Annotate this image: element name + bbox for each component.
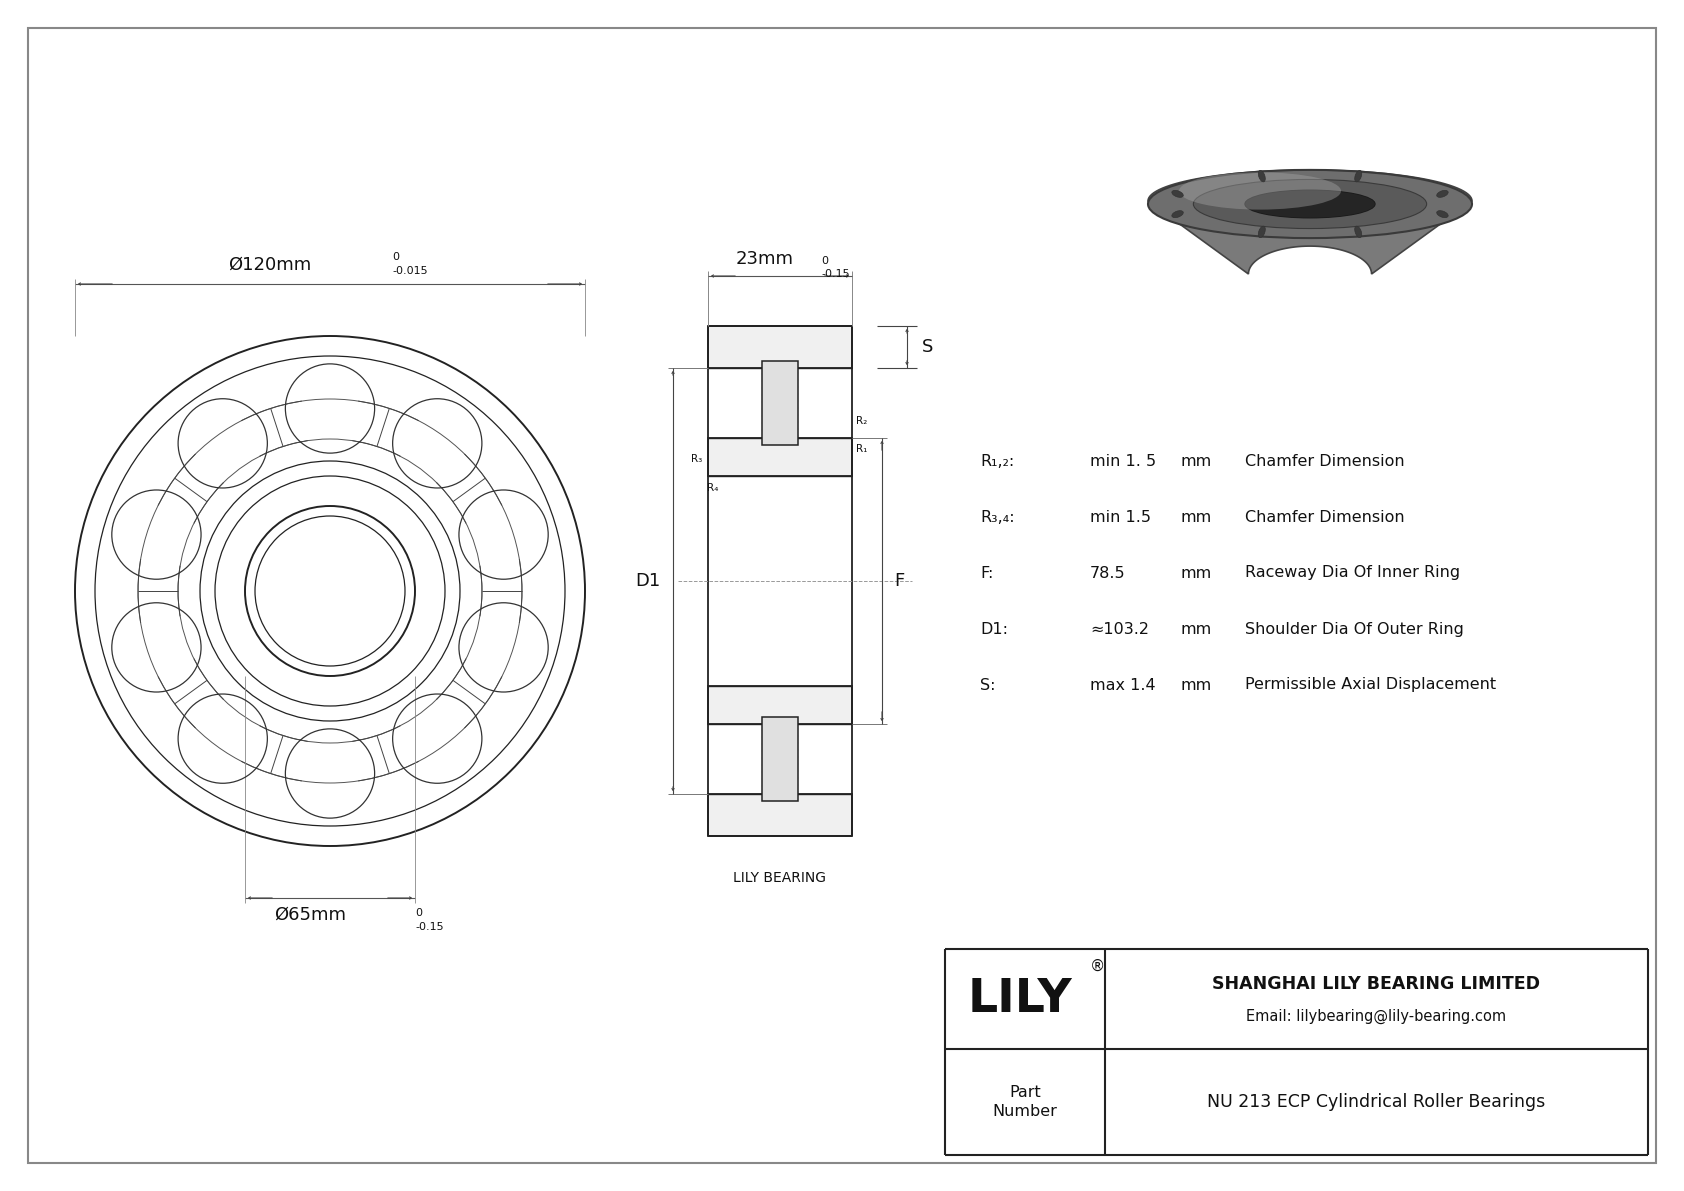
Text: SHANGHAI LILY BEARING LIMITED: SHANGHAI LILY BEARING LIMITED [1212, 975, 1541, 993]
Text: R₂: R₂ [855, 416, 867, 426]
Text: mm: mm [1180, 510, 1211, 524]
Text: NU 213 ECP Cylindrical Roller Bearings: NU 213 ECP Cylindrical Roller Bearings [1207, 1093, 1546, 1111]
Text: -0.15: -0.15 [822, 269, 850, 279]
Polygon shape [707, 686, 852, 724]
Text: ≈103.2: ≈103.2 [1090, 622, 1148, 636]
Text: F:: F: [980, 566, 994, 580]
Text: mm: mm [1180, 622, 1211, 636]
Text: R₃,₄:: R₃,₄: [980, 510, 1015, 524]
Text: -0.015: -0.015 [392, 266, 428, 276]
Text: F: F [894, 572, 904, 590]
Ellipse shape [1148, 170, 1472, 238]
Polygon shape [761, 717, 798, 802]
Ellipse shape [1436, 211, 1448, 218]
Text: 78.5: 78.5 [1090, 566, 1125, 580]
Text: Chamfer Dimension: Chamfer Dimension [1244, 510, 1404, 524]
Polygon shape [1148, 170, 1472, 274]
Text: LILY: LILY [968, 977, 1073, 1022]
Text: Permissible Axial Displacement: Permissible Axial Displacement [1244, 678, 1495, 692]
Text: Raceway Dia Of Inner Ring: Raceway Dia Of Inner Ring [1244, 566, 1460, 580]
Text: D1: D1 [637, 572, 662, 590]
Text: 0: 0 [392, 252, 399, 262]
Text: Ø65mm: Ø65mm [274, 906, 345, 924]
Text: Ø120mm: Ø120mm [229, 256, 312, 274]
Polygon shape [707, 438, 852, 476]
Text: Chamfer Dimension: Chamfer Dimension [1244, 454, 1404, 468]
Text: Part
Number: Part Number [992, 1085, 1058, 1120]
Ellipse shape [1172, 211, 1184, 218]
Text: 23mm: 23mm [736, 250, 793, 268]
Polygon shape [707, 326, 852, 368]
Text: D1:: D1: [980, 622, 1009, 636]
Ellipse shape [1244, 191, 1374, 218]
Text: -0.15: -0.15 [414, 922, 443, 933]
Text: mm: mm [1180, 678, 1211, 692]
Ellipse shape [1179, 173, 1340, 210]
Text: LILY BEARING: LILY BEARING [734, 871, 827, 885]
Text: Email: lilybearing@lily-bearing.com: Email: lilybearing@lily-bearing.com [1246, 1009, 1507, 1023]
Text: R₁: R₁ [855, 444, 867, 454]
Text: min 1.5: min 1.5 [1090, 510, 1150, 524]
Text: R₃: R₃ [690, 454, 702, 464]
Polygon shape [761, 361, 798, 445]
Polygon shape [707, 794, 852, 836]
Text: mm: mm [1180, 566, 1211, 580]
Text: min 1. 5: min 1. 5 [1090, 454, 1157, 468]
Ellipse shape [1244, 191, 1374, 218]
Ellipse shape [1354, 226, 1362, 238]
Ellipse shape [1436, 191, 1448, 198]
Ellipse shape [1258, 170, 1265, 182]
Ellipse shape [1258, 226, 1265, 238]
Text: Shoulder Dia Of Outer Ring: Shoulder Dia Of Outer Ring [1244, 622, 1463, 636]
Text: R₁,₂:: R₁,₂: [980, 454, 1014, 468]
Text: max 1.4: max 1.4 [1090, 678, 1155, 692]
Ellipse shape [1194, 180, 1426, 229]
Ellipse shape [1354, 170, 1362, 182]
Text: 0: 0 [822, 256, 829, 266]
Text: mm: mm [1180, 454, 1211, 468]
Text: R₄: R₄ [707, 484, 719, 493]
Text: S: S [923, 338, 933, 356]
Text: ®: ® [1090, 959, 1105, 973]
Ellipse shape [1172, 191, 1184, 198]
Text: 0: 0 [414, 908, 423, 918]
Text: S:: S: [980, 678, 995, 692]
